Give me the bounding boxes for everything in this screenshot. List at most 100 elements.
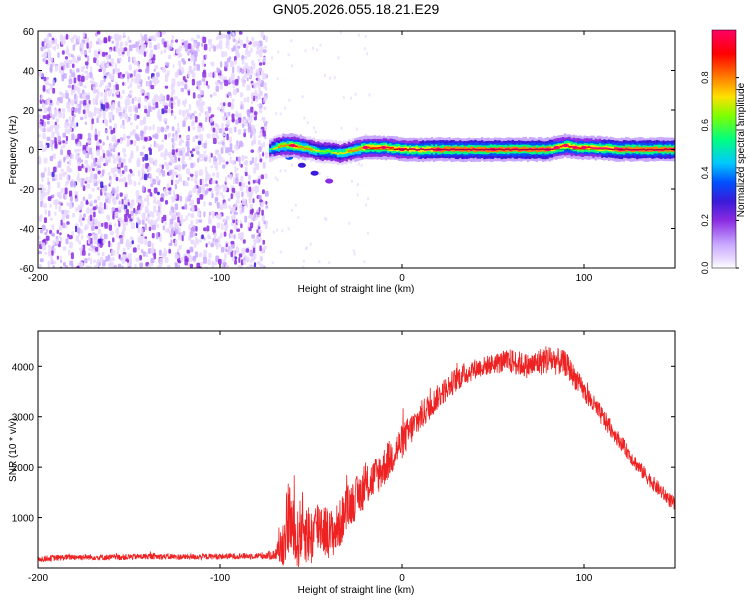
heatmap-noise-cell: [248, 197, 252, 201]
heatmap-noise-cell: [236, 140, 239, 146]
heatmap-noise-cell: [231, 113, 235, 119]
heatmap-noise-cell: [129, 113, 132, 117]
heatmap-noise-cell: [163, 41, 167, 48]
heatmap-noise-cell: [96, 159, 101, 166]
heatmap-noise-cell: [118, 111, 122, 117]
heatmap-noise-cell: [61, 40, 65, 45]
heatmap-noise-cell: [98, 68, 102, 73]
spectrogram-x-tick-label: 0: [399, 273, 405, 284]
heatmap-noise-cell: [228, 204, 232, 209]
heatmap-noise-cell: [178, 176, 183, 183]
heatmap-noise-cell: [234, 59, 238, 65]
heatmap-sparse-cell: [314, 130, 317, 134]
heatmap-noise-cell: [169, 210, 173, 216]
heatmap-peak-cell: [362, 145, 369, 150]
heatmap-noise-cell: [224, 187, 228, 191]
heatmap-noise-cell: [90, 257, 93, 265]
heatmap-noise-cell: [237, 114, 241, 118]
heatmap-noise-cell: [52, 240, 55, 246]
heatmap-noise-cell: [102, 114, 106, 119]
heatmap-sparse-cell: [272, 230, 275, 234]
heatmap-noise-cell: [118, 217, 122, 222]
heatmap-noise-cell: [100, 92, 104, 97]
heatmap-noise-cell: [63, 65, 66, 71]
heatmap-sparse-cell: [360, 163, 363, 167]
heatmap-noise-cell: [43, 76, 47, 82]
heatmap-noise-cell: [109, 49, 112, 53]
heatmap-noise-cell: [152, 124, 155, 131]
heatmap-noise-cell: [59, 96, 63, 104]
heatmap-noise-cell: [105, 119, 108, 127]
heatmap-noise-cell: [195, 147, 200, 151]
heatmap-noise-cell: [189, 263, 194, 268]
heatmap-noise-cell: [72, 56, 76, 63]
heatmap-noise-cell: [190, 48, 193, 54]
heatmap-noise-cell: [194, 177, 198, 184]
heatmap-noise-cell: [50, 145, 54, 152]
heatmap-noise-cell: [215, 81, 219, 86]
heatmap-noise-cell: [180, 87, 185, 93]
heatmap-noise-cell: [177, 216, 180, 223]
heatmap-noise-cell: [244, 171, 248, 177]
heatmap-noise-cell: [77, 165, 82, 172]
heatmap-noise-cell: [96, 88, 100, 95]
heatmap-noise-cell: [254, 95, 258, 100]
heatmap-noise-cell: [187, 126, 190, 132]
heatmap-noise-cell: [253, 63, 256, 70]
heatmap-noise-cell: [168, 169, 173, 176]
heatmap-noise-cell: [49, 140, 52, 147]
heatmap-noise-cell: [88, 136, 91, 141]
heatmap-noise-cell: [133, 140, 137, 146]
heatmap-ridge-cell: [343, 152, 346, 154]
heatmap-noise-cell: [99, 108, 103, 112]
heatmap-noise-cell: [189, 246, 194, 253]
heatmap-ridge-cell: [325, 150, 329, 152]
heatmap-noise-cell: [136, 196, 139, 204]
heatmap-noise-cell: [203, 142, 207, 149]
heatmap-noise-cell: [108, 262, 111, 267]
heatmap-peak-cell: [289, 143, 296, 148]
heatmap-noise-cell: [81, 234, 84, 240]
heatmap-noise-cell: [175, 179, 179, 185]
heatmap-noise-cell: [201, 234, 204, 240]
heatmap-noise-cell: [252, 130, 256, 136]
heatmap-noise-cell: [82, 32, 86, 38]
heatmap-noise-cell: [263, 96, 268, 102]
colorbar-gradient: [711, 29, 737, 269]
heatmap-noise-cell: [61, 50, 65, 55]
heatmap-noise-cell: [190, 175, 194, 182]
heatmap-noise-cell: [234, 260, 237, 265]
heatmap-noise-cell: [223, 218, 227, 223]
heatmap-noise-cell: [201, 42, 204, 47]
heatmap-noise-cell: [188, 65, 192, 72]
heatmap-noise-cell: [144, 206, 149, 213]
heatmap-noise-cell: [79, 261, 83, 268]
heatmap-ridge-cell: [343, 149, 346, 155]
heatmap-noise-cell: [68, 168, 73, 173]
heatmap-noise-cell: [227, 174, 230, 178]
heatmap-noise-cell: [94, 226, 99, 230]
heatmap-noise-cell: [230, 240, 235, 245]
heatmap-sparse-cell: [363, 47, 366, 51]
heatmap-noise-cell: [251, 234, 255, 239]
heatmap-noise-cell: [110, 262, 115, 268]
heatmap-noise-cell: [235, 156, 238, 162]
spectrogram-y-tick-label: 20: [23, 106, 35, 117]
heatmap-noise-cell: [127, 214, 132, 219]
heatmap-noise-cell: [170, 97, 174, 102]
heatmap-ridge-cell: [404, 148, 407, 150]
heatmap-noise-cell: [265, 35, 268, 43]
spectrogram-x-ticks: -200 -100 0 100: [28, 31, 593, 284]
heatmap-noise-cell: [90, 173, 95, 180]
heatmap-noise-cell: [244, 215, 248, 223]
heatmap-noise-cell: [233, 177, 236, 185]
heatmap-noise-cell: [161, 31, 166, 35]
heatmap-noise-cell: [170, 233, 173, 238]
heatmap-noise-cell: [202, 189, 205, 194]
heatmap-ridge-cell: [321, 149, 324, 155]
heatmap-ridge-cell: [470, 146, 473, 152]
heatmap-noise-cell: [216, 222, 221, 229]
heatmap-noise-cell: [122, 224, 126, 228]
heatmap-noise-cell: [162, 252, 166, 259]
heatmap-sparse-cell: [276, 228, 278, 232]
